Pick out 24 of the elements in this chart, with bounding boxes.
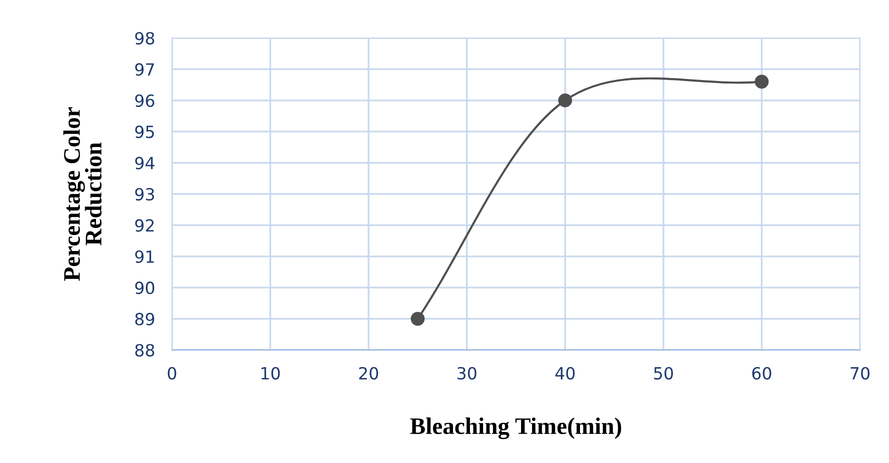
y-tick-label: 96 [135,94,154,107]
x-tick-label: 70 [850,366,870,380]
x-tick-label: 10 [262,366,280,380]
x-axis-title: Bleaching Time(min) [410,418,622,440]
y-tick-label: 97 [135,63,154,76]
x-tick-label: 50 [654,366,673,380]
y-tick-label: 95 [135,126,154,138]
point [754,74,769,89]
x-tick-label: 30 [458,366,476,380]
point [558,93,572,108]
x-tick-label: 60 [752,366,772,380]
y-tick-label: 94 [135,156,154,170]
y-tick-label: 90 [135,282,154,294]
x-tick-label: 40 [555,366,575,380]
y-tick-label: 93 [135,188,154,201]
y-tick-label: 89 [135,312,154,326]
x-tick-label: 0 [168,366,176,380]
y-tick-label: 91 [135,250,154,263]
y-tick-label: 88 [135,344,154,357]
x-tick-label: 20 [359,366,378,380]
point [410,312,425,326]
y-axis-title: Percentage Color Reduction [63,107,102,281]
y-tick-label: 92 [135,219,154,232]
y-tick-label: 98 [135,32,154,45]
